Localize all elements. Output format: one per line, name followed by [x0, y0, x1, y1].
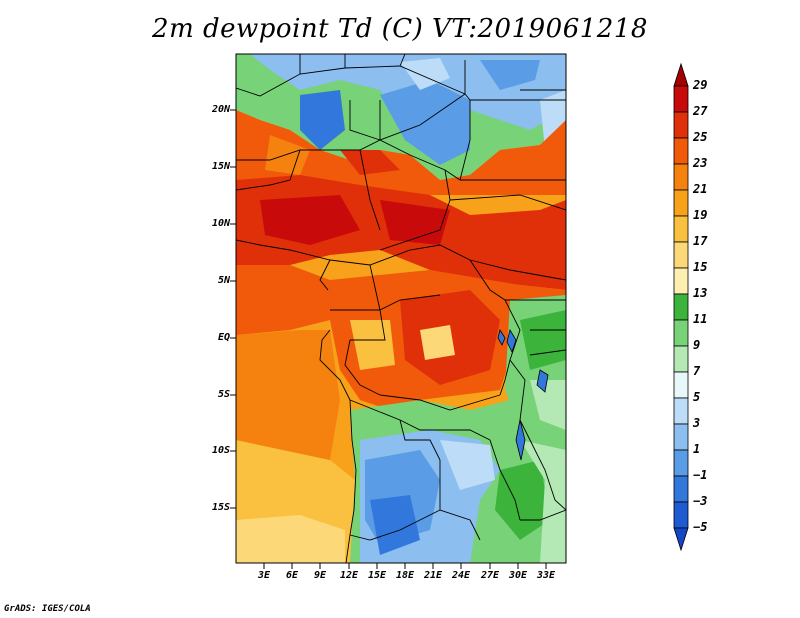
lat-label-20n: 20N — [211, 104, 230, 115]
colorbar-segment — [673, 85, 689, 113]
colorbar-segment — [673, 371, 689, 399]
colorbar-segment — [673, 215, 689, 243]
colorbar-segment — [673, 293, 689, 321]
lat-label-15s: 15S — [211, 502, 230, 513]
colorbar-bottom-arrow — [673, 527, 689, 552]
colorbar-segment — [673, 241, 689, 269]
colorbar-label: 15 — [693, 260, 708, 274]
colorbar-label: 27 — [693, 104, 708, 118]
colorbar-top-arrow — [673, 62, 689, 87]
lon-label-15e: 15E — [367, 570, 387, 581]
colorbar-segment — [673, 189, 689, 217]
colorbar-segment — [673, 501, 689, 529]
lon-label-30e: 30E — [508, 570, 528, 581]
colorbar-label: −1 — [693, 468, 708, 482]
colorbar-segment — [673, 423, 689, 451]
colorbar-label: −5 — [693, 520, 708, 534]
map-frame — [235, 53, 567, 564]
lon-ticks — [263, 563, 547, 569]
colorbar-label: 1 — [693, 442, 701, 456]
lat-label-eq: EQ — [217, 332, 230, 343]
colorbar-segment — [673, 267, 689, 295]
colorbar-label: 21 — [693, 182, 708, 196]
lon-label-27e: 27E — [480, 570, 500, 581]
colorbar-segment — [673, 111, 689, 139]
colorbar-segment — [673, 319, 689, 347]
colorbar-segment — [673, 345, 689, 373]
colorbar-segment — [673, 397, 689, 425]
lon-label-6e: 6E — [285, 570, 299, 581]
colorbar-label: −3 — [693, 494, 708, 508]
lat-label-10s: 10S — [211, 445, 230, 456]
colorbar-label: 11 — [693, 312, 708, 326]
lon-label-24e: 24E — [451, 570, 471, 581]
colorbar-label: 7 — [693, 364, 701, 378]
lat-label-15n: 15N — [211, 161, 230, 172]
colorbar-label: 9 — [693, 338, 701, 352]
lon-label-12e: 12E — [339, 570, 359, 581]
colorbar — [673, 62, 689, 552]
colorbar-segment — [673, 449, 689, 477]
lat-label-10n: 10N — [211, 218, 230, 229]
lat-ticks — [230, 109, 236, 509]
lon-label-18e: 18E — [395, 570, 415, 581]
colorbar-label: 23 — [693, 156, 708, 170]
map-title: 2m dewpoint Td (C) VT:2019061218 — [152, 14, 648, 44]
colorbar-label: 29 — [693, 78, 708, 92]
lon-label-21e: 21E — [423, 570, 443, 581]
lat-label-5n: 5N — [217, 275, 230, 286]
colorbar-label: 3 — [693, 416, 701, 430]
colorbar-segment — [673, 137, 689, 165]
colorbar-label: 13 — [693, 286, 708, 300]
lon-label-3e: 3E — [257, 570, 271, 581]
lon-label-9e: 9E — [313, 570, 327, 581]
lat-label-5s: 5S — [217, 389, 230, 400]
colorbar-label: 17 — [693, 234, 708, 248]
grads-credit: GrADS: IGES/COLA — [4, 604, 91, 614]
map-field — [236, 54, 566, 563]
colorbar-segment — [673, 163, 689, 191]
colorbar-label: 25 — [693, 130, 708, 144]
colorbar-label: 5 — [693, 390, 701, 404]
colorbar-label: 19 — [693, 208, 708, 222]
colorbar-segment — [673, 475, 689, 503]
lon-label-33e: 33E — [536, 570, 556, 581]
